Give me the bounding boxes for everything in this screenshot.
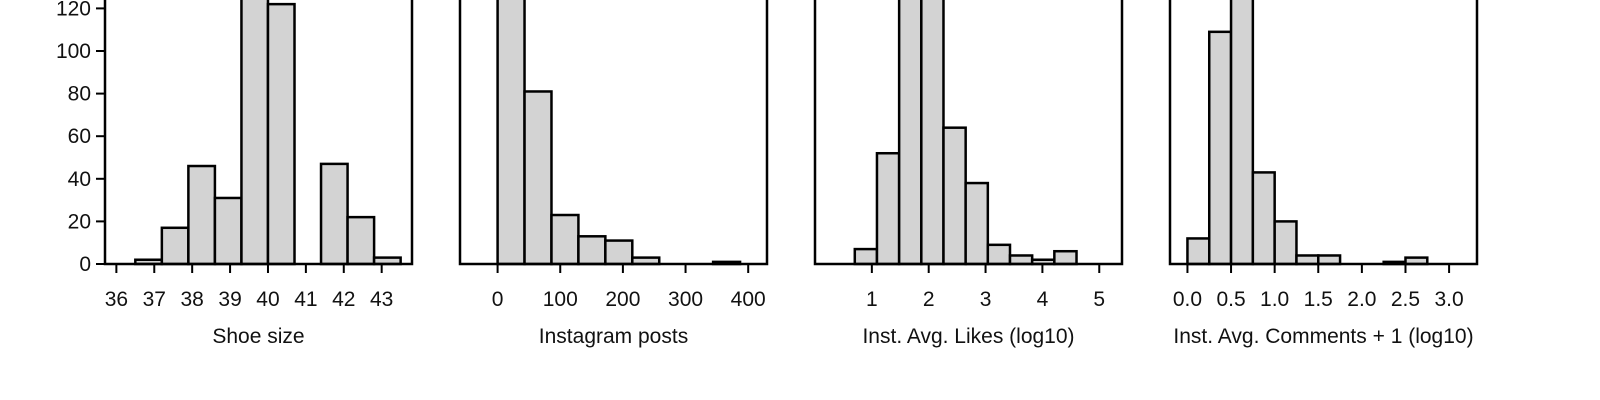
histogram-bar (523, 90, 553, 266)
histogram-bar (577, 235, 607, 266)
y-tick-label: 0 (79, 253, 91, 276)
histogram-bar (1229, 0, 1255, 266)
x-tick-label: 2 (923, 288, 935, 311)
histogram-bar (550, 213, 580, 266)
histogram-bar (240, 0, 270, 266)
histogram-bar (319, 162, 349, 266)
histogram-bar (160, 226, 190, 266)
x-tick-label: 0.0 (1173, 288, 1202, 311)
x-axis-title: Instagram posts (539, 325, 688, 348)
histogram-bar (1317, 254, 1342, 266)
y-tick-label: 100 (56, 40, 91, 63)
histogram-bar (986, 243, 1012, 266)
histogram-bar (1186, 237, 1211, 266)
histogram-bar (964, 181, 990, 266)
histogram-bar (1008, 254, 1034, 266)
axis-frame (458, 0, 769, 266)
x-tick-label: 41 (294, 288, 317, 311)
x-tick-label: 300 (668, 288, 703, 311)
axis-frame (813, 0, 1124, 266)
y-tick-label: 120 (56, 0, 91, 20)
x-axis-title: Inst. Avg. Likes (log10) (862, 325, 1074, 348)
x-tick-label: 0.5 (1216, 288, 1245, 311)
histogram-bar (1207, 30, 1233, 266)
x-tick-label: 3 (980, 288, 992, 311)
histogram-bar (897, 0, 923, 266)
x-tick-label: 40 (256, 288, 279, 311)
y-tick-label: 60 (68, 125, 91, 148)
panel-1: 36 37 38 39 40 41 42 43 0 20 40 60 80 100 120 Shoe size (56, 0, 414, 348)
x-tick-label: 2.5 (1391, 288, 1420, 311)
x-tick-label: 5 (1093, 288, 1105, 311)
x-tick-label: 1 (866, 288, 878, 311)
histogram-bar (346, 215, 376, 266)
x-tick-label: 36 (105, 288, 128, 311)
x-tick-label: 43 (370, 288, 393, 311)
x-tick-label: 4 (1037, 288, 1049, 311)
histogram-bar (1251, 171, 1276, 266)
histogram-bar (496, 0, 526, 266)
axis-frame (103, 0, 414, 266)
axis-frame (1168, 0, 1479, 266)
histogram-bar (875, 151, 901, 266)
histogram-bar (266, 2, 296, 266)
x-tick-label: 42 (332, 288, 355, 311)
panel-2: 0 100 200 300 400 Instagram posts (458, 0, 769, 348)
histogram-bar (1273, 220, 1298, 266)
x-axis-title: Shoe size (212, 325, 304, 348)
x-tick-label: 39 (218, 288, 241, 311)
y-tick-label: 40 (68, 168, 91, 191)
x-tick-label: 3.0 (1434, 288, 1463, 311)
histogram-bar (942, 126, 967, 266)
x-tick-label: 100 (543, 288, 578, 311)
x-tick-label: 2.0 (1347, 288, 1376, 311)
x-tick-label: 1.5 (1304, 288, 1333, 311)
histogram-bar (853, 247, 879, 266)
x-tick-label: 37 (143, 288, 166, 311)
x-tick-label: 200 (605, 288, 640, 311)
y-tick-label: 20 (68, 210, 91, 233)
histogram-bar (1295, 254, 1320, 266)
histogram-bar (1053, 249, 1078, 266)
x-tick-label: 38 (180, 288, 203, 311)
y-tick-label: 80 (68, 83, 91, 106)
histogram-bar (187, 164, 217, 266)
panel-3: 1 2 3 4 5 Inst. Avg. Likes (log10) (813, 0, 1124, 348)
x-axis-title: Inst. Avg. Comments + 1 (log10) (1173, 325, 1473, 348)
panel-4: 0.0 0.5 1.0 1.5 2.0 2.5 3.0 Inst. Avg. Comments… (1168, 0, 1479, 348)
histogram-bar (213, 196, 243, 266)
histogram-bar (920, 0, 945, 266)
x-tick-label: 1.0 (1260, 288, 1289, 311)
x-tick-label: 400 (731, 288, 766, 311)
histogram-bar (604, 239, 634, 266)
x-tick-label: 0 (492, 288, 504, 311)
